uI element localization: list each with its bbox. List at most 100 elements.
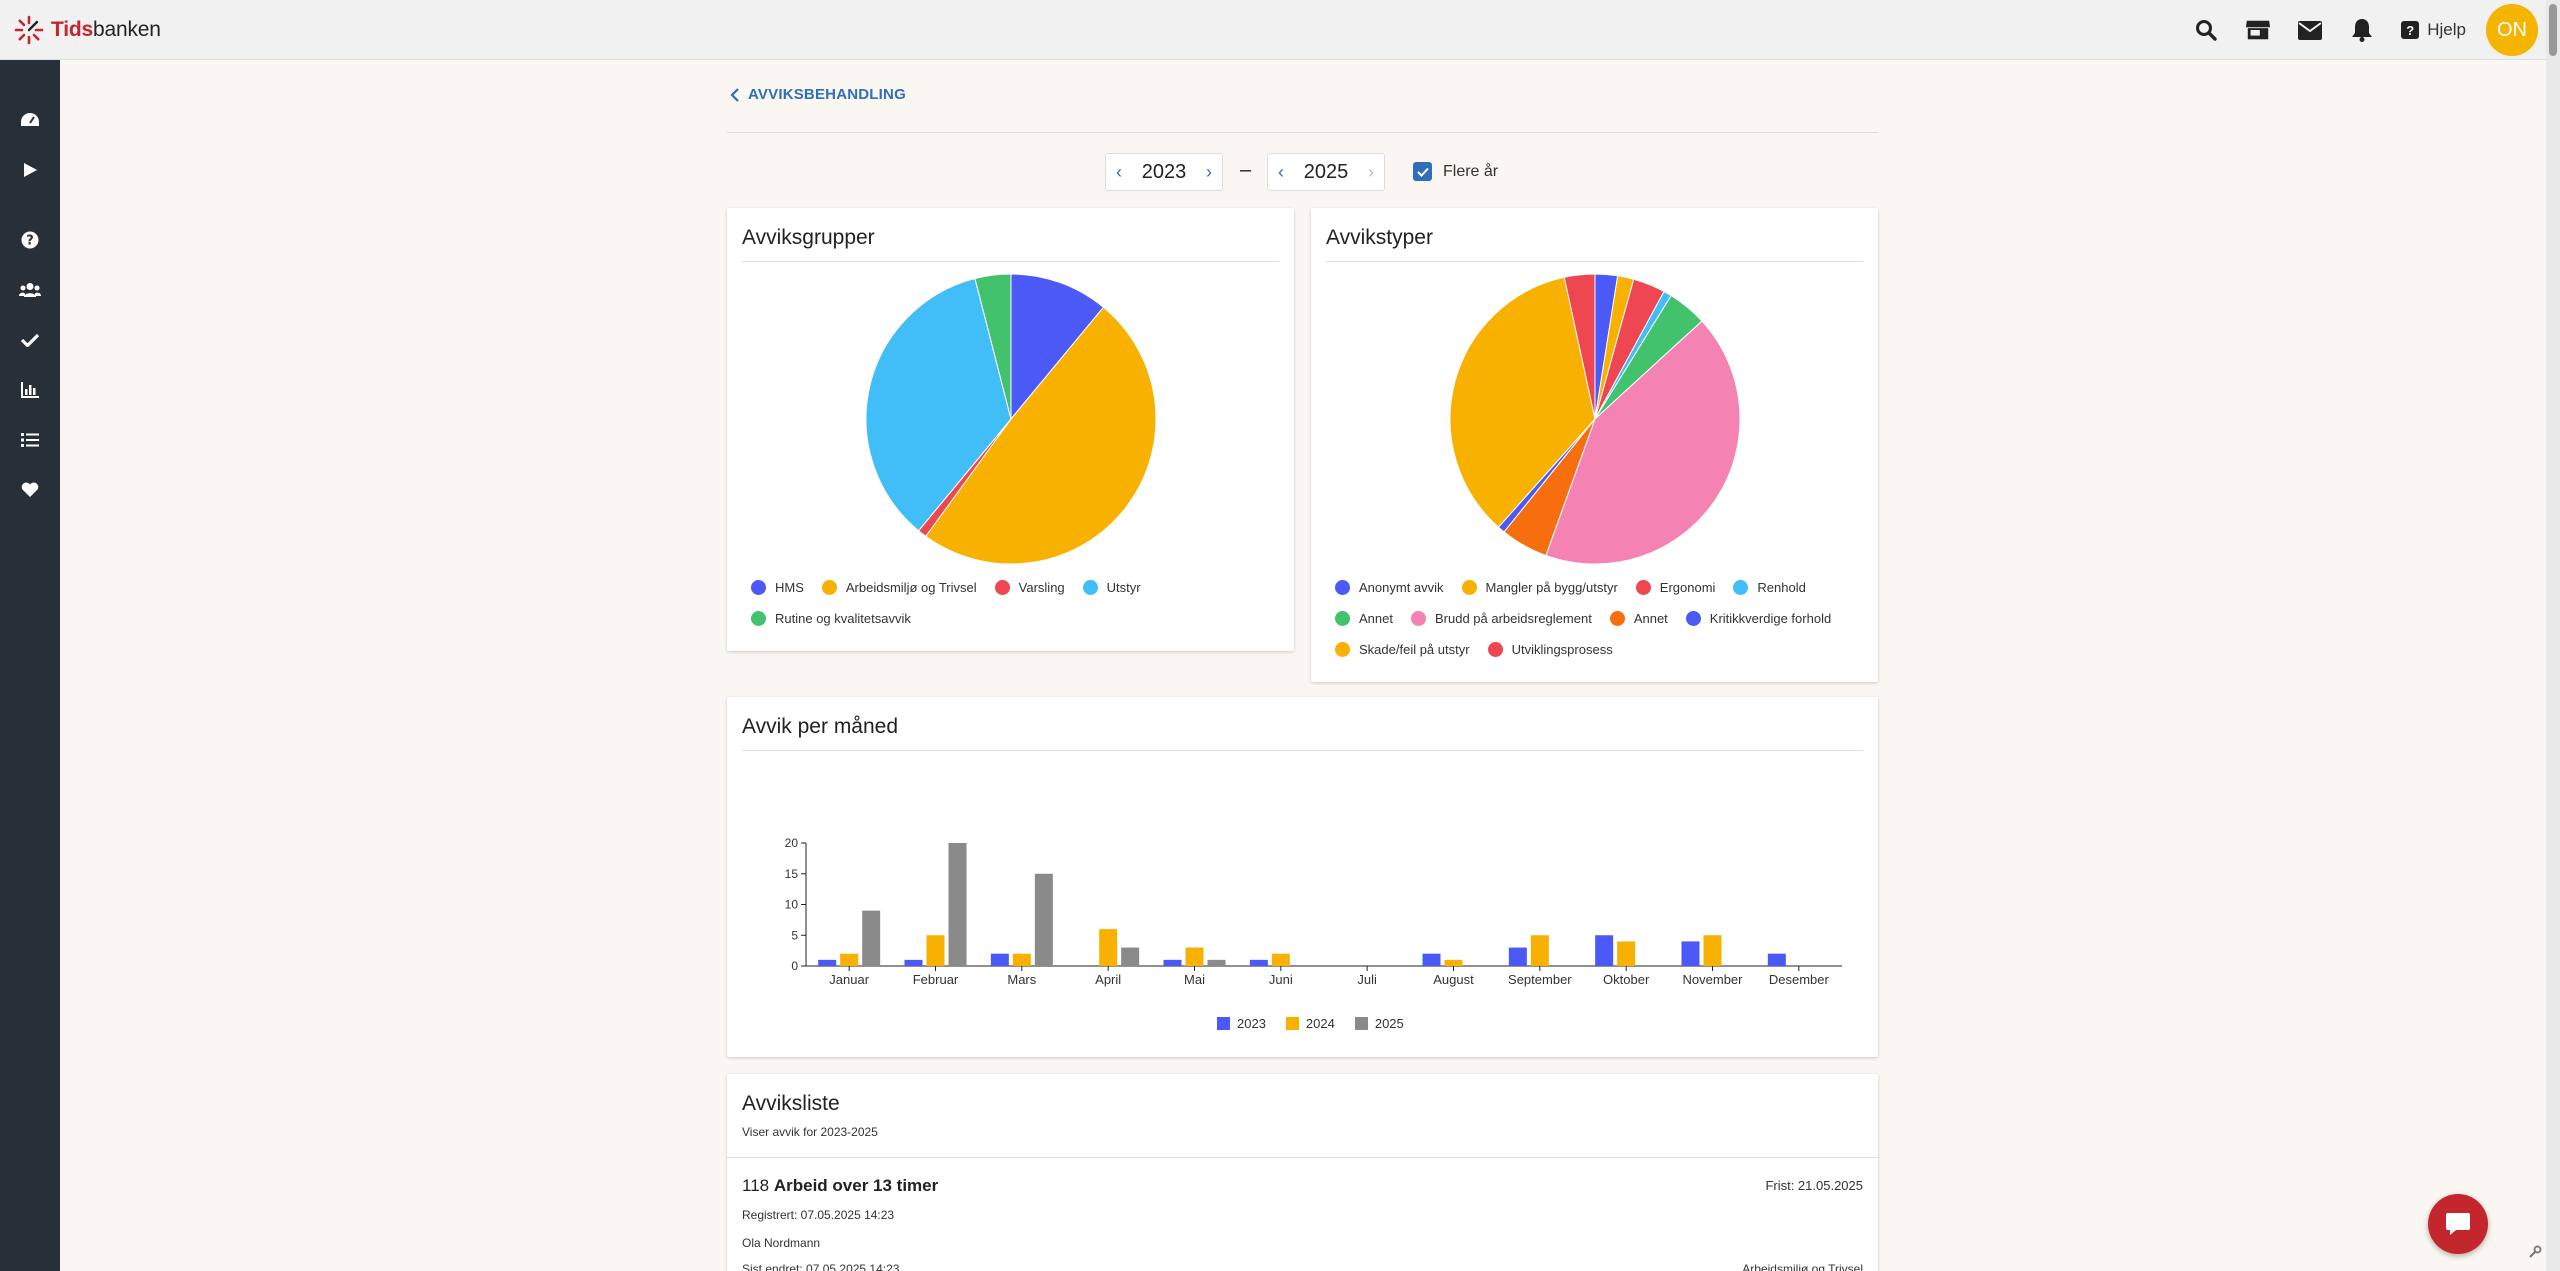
x-tick-label: August: [1433, 972, 1474, 987]
bar[interactable]: [1271, 953, 1290, 966]
avvikstyper-card: Avvikstyper Anonymt avvik Mangler på byg…: [1311, 208, 1878, 682]
multi-year-checkbox[interactable]: Flere år: [1413, 162, 1498, 181]
pie-slice[interactable]: [1010, 273, 1105, 421]
chevron-left-icon: [730, 87, 739, 102]
x-tick-label: Juli: [1357, 972, 1377, 987]
legend-item[interactable]: Utstyr: [1082, 580, 1141, 595]
y-tick-label: 20: [785, 836, 799, 850]
legend-item[interactable]: Varsling: [994, 580, 1065, 595]
bar[interactable]: [1012, 953, 1031, 966]
wrench-icon[interactable]: [2528, 1245, 2542, 1259]
mail-icon[interactable]: [2297, 17, 2323, 43]
logo-icon: [14, 15, 44, 44]
legend-item[interactable]: 2024: [1285, 1016, 1335, 1031]
logo[interactable]: Tidsbanken: [13, 0, 161, 60]
x-tick-label: November: [1683, 972, 1744, 987]
legend-item[interactable]: Utviklingsprosess: [1487, 642, 1613, 657]
bar[interactable]: [862, 910, 881, 966]
legend-item[interactable]: Annet: [1609, 611, 1668, 626]
bar[interactable]: [1185, 947, 1204, 966]
bell-icon[interactable]: [2349, 17, 2375, 43]
scrollbar-thumb[interactable]: [2549, 4, 2557, 56]
from-year-next-icon[interactable]: ›: [1206, 161, 1212, 182]
help-link[interactable]: ? Hjelp: [2401, 20, 2466, 40]
bar[interactable]: [1099, 929, 1118, 966]
bar[interactable]: [1207, 959, 1226, 966]
divider: [727, 132, 1878, 133]
bar[interactable]: [1595, 935, 1614, 966]
legend-item[interactable]: Rutine og kvalitetsavvik: [751, 611, 911, 626]
from-year-prev-icon[interactable]: ‹: [1116, 161, 1122, 182]
legend-item[interactable]: Ergonomi: [1635, 580, 1715, 595]
legend-item[interactable]: Mangler på bygg/utstyr: [1461, 580, 1618, 595]
bar-chart-icon[interactable]: [18, 378, 42, 402]
bar[interactable]: [1681, 941, 1700, 966]
store-icon[interactable]: [2245, 17, 2271, 43]
x-tick-label: September: [1508, 972, 1572, 987]
pie-slice[interactable]: [974, 273, 1012, 420]
bar[interactable]: [1444, 959, 1463, 966]
legend-item[interactable]: Annet: [1335, 611, 1393, 626]
from-year-value: 2023: [1141, 160, 1187, 183]
users-icon[interactable]: [18, 278, 42, 302]
bar[interactable]: [1422, 953, 1441, 966]
play-icon[interactable]: [18, 158, 42, 182]
svg-text:?: ?: [26, 234, 34, 249]
avviksgrupper-card: Avviksgrupper HMS Arbeidsmiljø og Trivse…: [727, 208, 1294, 651]
bar[interactable]: [818, 959, 837, 966]
legend-item[interactable]: Kritikkverdige forhold: [1685, 611, 1831, 626]
bar[interactable]: [1508, 947, 1527, 966]
bar[interactable]: [1767, 953, 1786, 966]
to-year-prev-icon[interactable]: ‹: [1278, 161, 1284, 182]
legend-item[interactable]: Skade/feil på utstyr: [1335, 642, 1470, 657]
legend-item[interactable]: Renhold: [1733, 580, 1806, 595]
bar[interactable]: [1530, 935, 1549, 966]
bar[interactable]: [1121, 947, 1140, 966]
bar[interactable]: [948, 843, 967, 966]
avatar[interactable]: ON: [2486, 4, 2538, 56]
pie-slice[interactable]: [925, 306, 1157, 565]
avvik-entry-title[interactable]: 118 Arbeid over 13 timer: [742, 1176, 939, 1195]
bar[interactable]: [1034, 873, 1053, 966]
bar[interactable]: [840, 953, 859, 966]
legend-item[interactable]: Anonymt avvik: [1335, 580, 1444, 595]
bar[interactable]: [1249, 959, 1268, 966]
checkbox-checked-icon[interactable]: [1413, 162, 1432, 181]
legend-item[interactable]: Brudd på arbeidsreglement: [1410, 611, 1592, 626]
pie-slice[interactable]: [1563, 273, 1596, 420]
x-tick-label: Mai: [1184, 972, 1205, 987]
avvik-entry-group: Arbeidsmiljø og Trivsel: [1742, 1262, 1863, 1271]
chat-button[interactable]: [2428, 1194, 2488, 1254]
pie-slice[interactable]: [1545, 320, 1741, 565]
avviksliste-subtitle: Viser avvik for 2023-2025: [742, 1125, 878, 1139]
x-tick-label: Oktober: [1603, 972, 1650, 987]
legend-item[interactable]: 2025: [1354, 1016, 1404, 1031]
legend-item[interactable]: HMS: [751, 580, 804, 595]
list-icon[interactable]: [18, 428, 42, 452]
avviksliste-card: Avviksliste Viser avvik for 2023-2025 11…: [727, 1074, 1878, 1271]
bar[interactable]: [1163, 959, 1182, 966]
to-year-next-icon: ›: [1368, 161, 1374, 182]
search-icon[interactable]: [2193, 17, 2219, 43]
question-icon[interactable]: ?: [18, 228, 42, 252]
bar[interactable]: [926, 935, 945, 966]
check-icon[interactable]: [18, 328, 42, 352]
y-tick-label: 0: [791, 959, 798, 973]
bar[interactable]: [1617, 941, 1636, 966]
bar[interactable]: [990, 953, 1009, 966]
heart-icon[interactable]: [18, 478, 42, 502]
pie-slice[interactable]: [865, 277, 1012, 532]
legend-item[interactable]: 2023: [1217, 1016, 1266, 1031]
back-link[interactable]: AVVIKSBEHANDLING: [730, 86, 906, 103]
pie-slice[interactable]: [1449, 276, 1596, 528]
scrollbar[interactable]: [2546, 0, 2560, 1271]
dashboard-icon[interactable]: [18, 108, 42, 132]
avvikstyper-legend: Anonymt avvik Mangler på bygg/utstyr Erg…: [1335, 572, 1849, 665]
bar[interactable]: [1703, 935, 1722, 966]
avviksliste-title: Avviksliste: [742, 1092, 840, 1115]
bar[interactable]: [904, 959, 923, 966]
legend-item[interactable]: Arbeidsmiljø og Trivsel: [821, 580, 977, 595]
bar-legend: 2023 2024 2025: [1217, 1016, 1424, 1031]
x-tick-label: April: [1095, 972, 1121, 987]
avviksgrupper-legend: HMS Arbeidsmiljø og Trivsel Varsling Uts…: [751, 572, 1159, 634]
